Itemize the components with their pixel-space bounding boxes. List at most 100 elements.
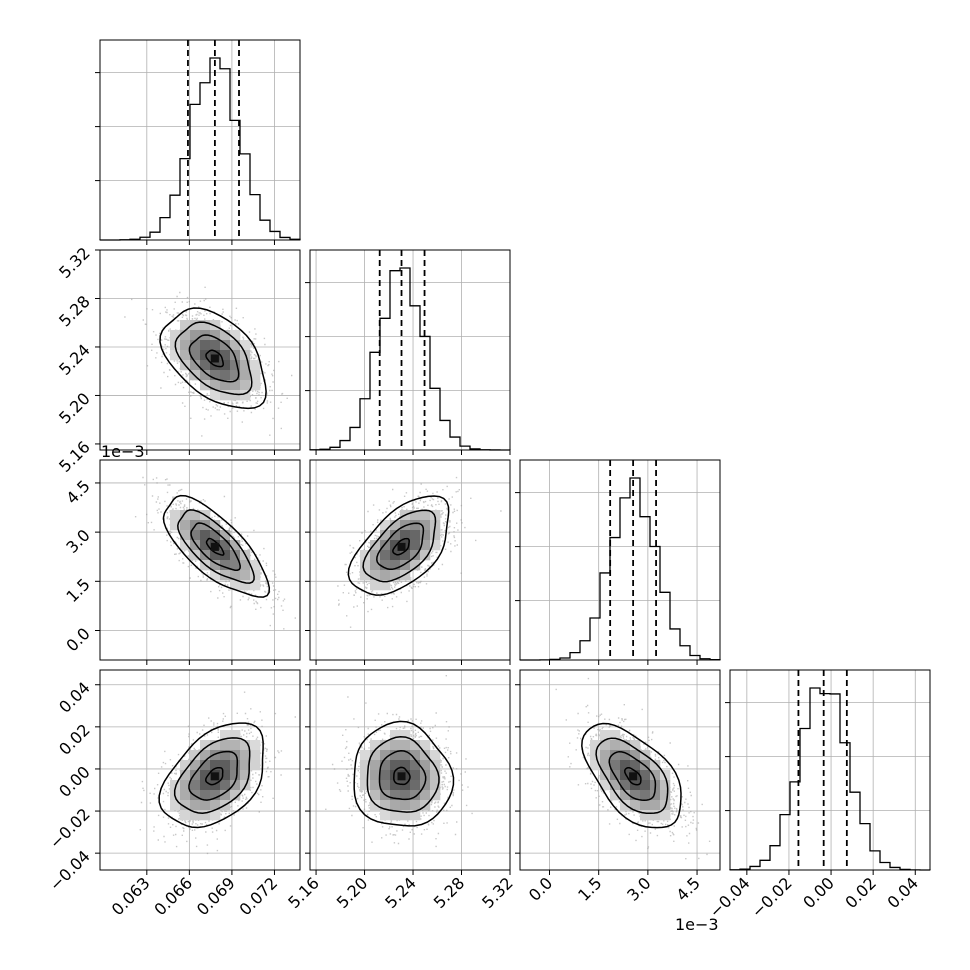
density-cell [250,570,261,581]
density-cell [610,740,621,751]
density-cell [390,530,401,541]
density-cell [420,550,431,561]
density-cell [370,540,381,551]
density-cell [590,740,601,751]
density-cell [210,780,221,791]
density-cell [220,380,231,391]
density-content [337,476,502,628]
density-cell [610,730,621,741]
density-cell [240,360,251,371]
density-cell [600,760,611,771]
density-cell [380,770,391,781]
density-cell [420,780,431,791]
density-cell [220,780,231,791]
density-cell [240,370,251,381]
density-cell [390,750,401,761]
density-cell [210,760,221,771]
contour-3 [159,307,267,410]
ticks-2-2 [549,660,698,665]
density-cell [390,780,401,791]
panel-frame [729,669,931,871]
density-cell [190,510,201,521]
hist-panel-1 [305,249,511,451]
density-cell [180,760,191,771]
density-cell [180,800,191,811]
density-cell [180,520,191,531]
density-cell [210,370,221,381]
density-cell [400,560,411,571]
density-cell [190,810,201,821]
density-cell [250,380,261,391]
density-cell [200,740,211,751]
density-cell [620,740,631,751]
contour-2 [173,737,251,814]
contour-3 [158,722,264,829]
density-cell [400,740,411,751]
density-cell [410,560,421,571]
y-tick-label: 0.02 [55,720,94,759]
density-cell [200,760,211,771]
density-cell [200,360,211,371]
density-cell [360,760,371,771]
contour-2 [366,735,440,813]
density-cell [170,350,181,361]
density-cell [630,750,641,761]
y-tick-label: 5.24 [55,340,94,379]
x-tick-label: 0.02 [841,873,880,912]
density-cell [250,370,261,381]
density-cell [400,530,411,541]
x-tick-label: 4.5 [672,873,703,904]
panel-frame [99,249,301,451]
ticks-1-0 [95,249,275,455]
density-cell [380,560,391,571]
density-cell [370,560,381,571]
scatter-points [139,691,296,855]
density-cell [410,770,421,781]
density-cell [210,340,221,351]
y-tick-label: 5.16 [55,437,94,476]
density-cell [170,780,181,791]
density-cell [400,800,411,811]
y-tick-label: 5.28 [55,292,94,331]
density-cell [410,780,421,791]
density-cell [240,560,251,571]
x-tick-label: 0.069 [193,873,239,919]
density-cell [400,780,411,791]
density-cell [390,540,401,551]
density-cell [430,530,441,541]
density-cell [610,780,621,791]
density-panel-3-1 [309,669,511,871]
density-cell [250,560,261,571]
contour-1 [188,334,240,383]
ticks-3-2 [515,684,698,875]
density-cell [410,540,421,551]
density-cell [180,530,191,541]
y-offset-text: 1e−3 [101,442,145,461]
density-cell [210,740,221,751]
y-tick-label: −0.04 [46,847,94,895]
density-cell [190,320,201,331]
density-cell [400,550,411,561]
x-tick-label: 5.28 [430,873,469,912]
density-peak [210,772,219,781]
x-tick-label: 0.04 [883,873,922,912]
density-cell [420,530,431,541]
y-tick-label: −0.02 [46,804,94,852]
density-cell [220,750,231,761]
density-cell [380,740,391,751]
density-cell [610,760,621,771]
density-cell [380,550,391,561]
density-cell [620,750,631,761]
density-cell [210,790,221,801]
density-cell [240,380,251,391]
contour-0 [624,766,642,786]
density-cell [400,810,411,821]
density-cell [190,530,201,541]
density-cell [390,550,401,561]
density-cell [170,800,181,811]
density-cell [360,780,371,791]
density-cell [230,380,241,391]
hist-panel-2 [515,459,721,661]
